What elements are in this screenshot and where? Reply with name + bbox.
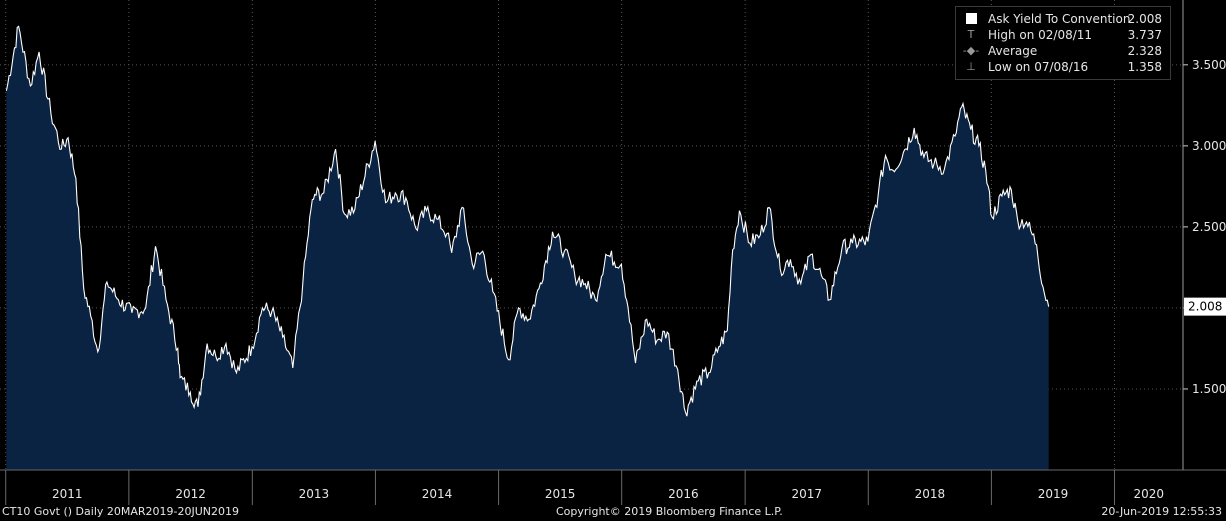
legend-series-row: Ask Yield To Convention 2.008 [962,11,1164,27]
series-area-fill [6,26,1049,471]
x-tick-label: 2018 [915,487,946,501]
x-tick-label: 2012 [175,487,206,501]
x-tick-label: 2013 [299,487,330,501]
legend-square-icon [962,11,980,29]
footer-copyright: Copyright© 2019 Bloomberg Finance L.P. [556,505,783,518]
legend-high-label: High on 02/08/11 [988,28,1093,42]
legend-average-marker-icon: -◆- [962,44,980,57]
legend-low-label: Low on 07/08/16 [988,60,1089,74]
x-tick-label: 2011 [52,487,83,501]
x-tick-label: 2015 [545,487,576,501]
legend-low-value: 1.358 [1127,60,1162,74]
x-tick-label: 2020 [1133,487,1164,501]
legend-low-row: ⊥ Low on 07/08/16 1.358 [962,59,1164,75]
y-tick-label: 3.000 [1192,139,1226,153]
last-value-box [1184,297,1226,316]
footer-ticker-range: CT10 Govt () Daily 20MAR2019-20JUN2019 [2,505,240,518]
legend-high-row: T High on 02/08/11 3.737 [962,27,1164,43]
y-tick-label: 1.500 [1192,382,1226,396]
legend-high-marker-icon: T [967,28,975,41]
chart-legend: Ask Yield To Convention 2.008 T High on … [955,6,1171,80]
legend-average-value: 2.328 [1127,44,1162,58]
chart-axes: 1.5002.0002.5003.0003.500201120122013201… [0,0,1226,505]
series-line [5,25,1050,417]
footer-timestamp: 20-Jun-2019 12:55:33 [1101,505,1222,518]
x-tick-label: 2016 [668,487,699,501]
last-value-label: 2.008 [1188,300,1222,314]
legend-series-value: 2.008 [1127,12,1162,26]
x-tick-label: 2014 [422,487,453,501]
y-tick-label: 2.500 [1192,220,1226,234]
legend-high-value: 3.737 [1127,28,1162,42]
legend-series-label: Ask Yield To Convention [988,12,1131,26]
x-tick-label: 2017 [791,487,822,501]
chart-series-layer [5,25,1050,471]
legend-average-label: Average [988,44,1038,58]
y-tick-label: 3.500 [1192,58,1226,72]
legend-low-marker-icon: ⊥ [966,60,976,73]
x-tick-label: 2019 [1038,487,1069,501]
legend-average-row: -◆- Average 2.328 [962,43,1164,59]
yield-area-chart: 1.5002.0002.5003.0003.500201120122013201… [0,0,1226,505]
